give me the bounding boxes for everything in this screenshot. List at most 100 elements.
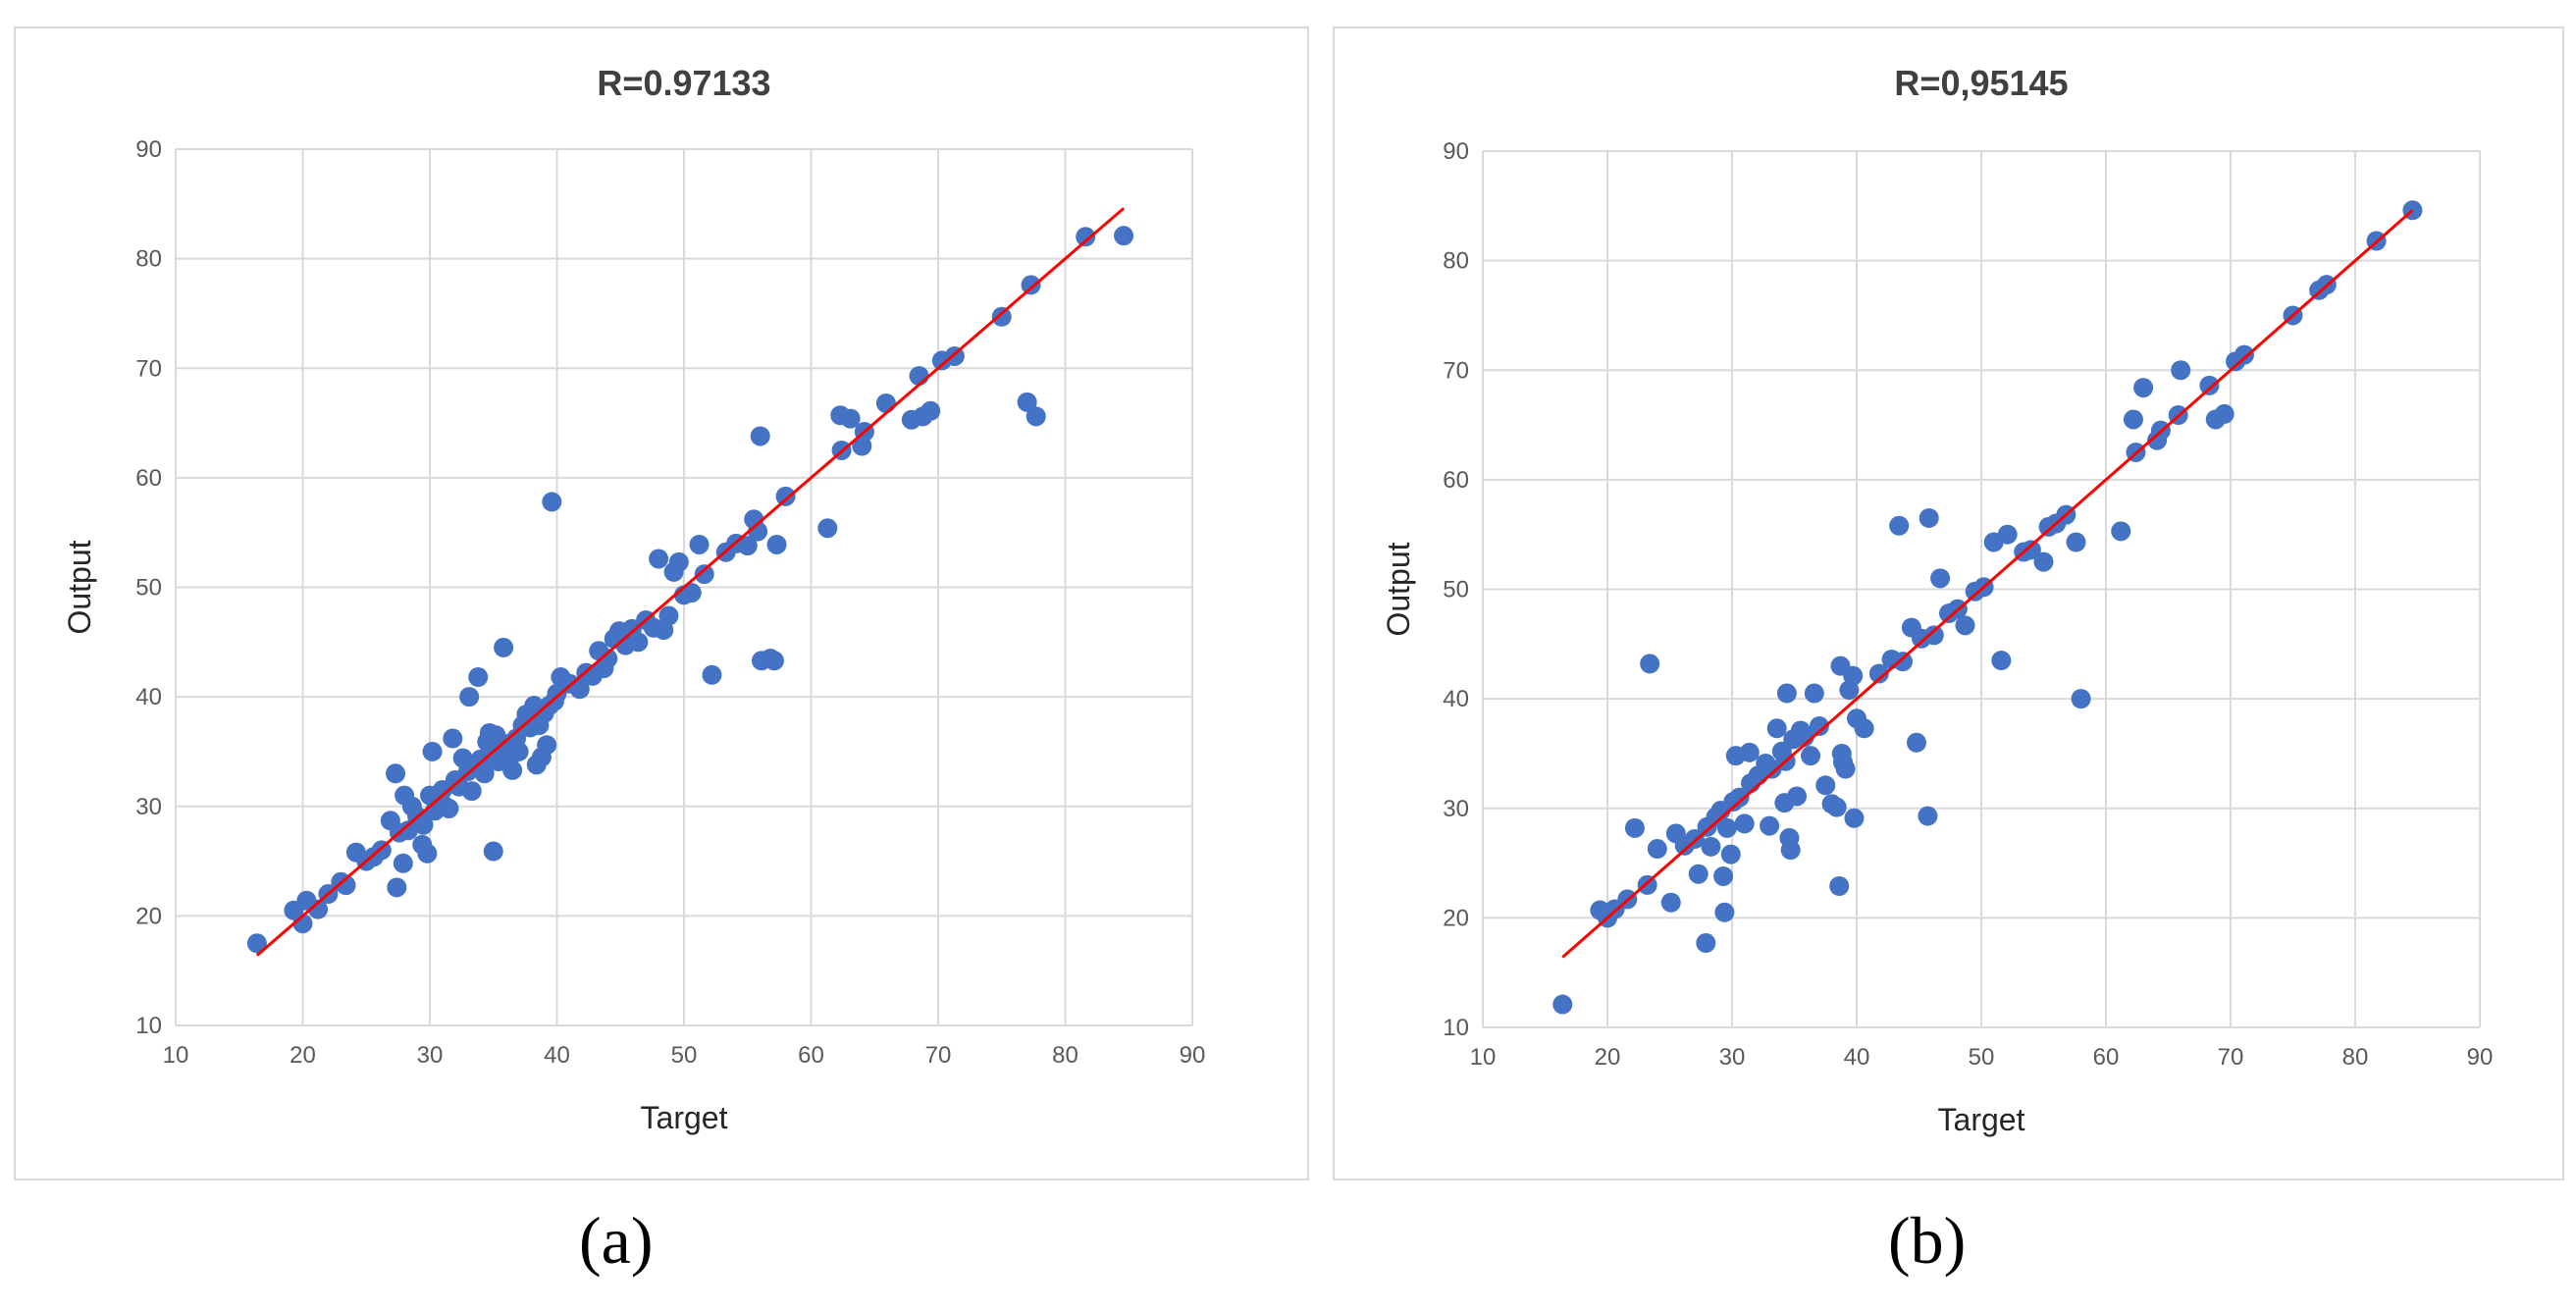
chart-a-frame: R=0.97133 10 20 30 40 50 60 70 80 90 10 20 30 40 50 60 7… (14, 26, 1309, 1180)
chart-a-ytick-80: 80 (135, 246, 162, 273)
chart-a-xtick-80: 80 (1052, 1042, 1078, 1069)
chart-a-ytick-90: 90 (135, 136, 162, 163)
chart-b-point-68 (1919, 507, 1939, 528)
chart-b-point-73 (1955, 615, 1975, 636)
chart-a-point-41 (474, 763, 495, 784)
chart-b-frame: R=0,95145 10 20 30 40 50 60 70 80 90 10 20 30 40 50 60 7… (1333, 26, 2564, 1180)
chart-a-point-98 (750, 426, 770, 446)
chart-b-point-20 (1714, 902, 1735, 922)
chart-a-point-37 (461, 781, 482, 802)
chart-b-point-95 (2199, 375, 2220, 395)
chart-a-ytick-60: 60 (135, 465, 162, 492)
chart-a-point-49 (494, 637, 514, 657)
chart-a-point-110 (875, 393, 896, 413)
chart-a-point-119 (1021, 275, 1041, 295)
chart-b-point-25 (1729, 787, 1750, 808)
chart-b-point-85 (2066, 532, 2086, 552)
chart-a-point-13 (386, 763, 406, 784)
chart-a-point-65 (542, 492, 562, 512)
chart-b-point-56 (1843, 665, 1864, 686)
chart-b-point-69 (1923, 625, 1944, 646)
chart-a-xtick-50: 50 (671, 1042, 698, 1069)
chart-b-point-46 (1809, 716, 1829, 737)
chart-b-point-27 (1739, 742, 1760, 762)
chart-a-point-107 (840, 408, 861, 429)
chart-a-point-122 (1114, 226, 1134, 246)
chart-a-point-52 (502, 760, 523, 780)
chart-b-point-59 (1854, 718, 1874, 739)
chart-b-ytick-40: 40 (1443, 686, 1469, 712)
chart-b-point-7 (1640, 654, 1660, 674)
chart-b-xtick-60: 60 (2093, 1044, 2120, 1071)
chart-a-point-92 (702, 664, 722, 685)
chart-b-point-19 (1713, 865, 1734, 886)
chart-a-ytick-30: 30 (135, 794, 162, 820)
chart-b-point-14 (1696, 933, 1716, 954)
chart-b-xtick-10: 10 (1470, 1044, 1497, 1071)
chart-a-point-54 (508, 741, 529, 761)
chart-b-point-67 (1918, 806, 1938, 826)
chart-a-point-95 (737, 536, 758, 556)
chart-b-xtick-70: 70 (2218, 1044, 2244, 1071)
chart-a-point-63 (537, 735, 557, 756)
chart-b-point-44 (1801, 746, 1821, 766)
chart-b-point-0 (1552, 994, 1573, 1015)
chart-a-point-4 (308, 899, 329, 919)
chart-b-point-60 (1868, 663, 1889, 684)
chart-b-fit-line (1561, 209, 2414, 959)
chart-a-xtick-20: 20 (289, 1042, 316, 1069)
chart-a-ytick-40: 40 (135, 684, 162, 710)
chart-b-ytick-20: 20 (1443, 905, 1469, 931)
chart-a-point-117 (991, 306, 1012, 327)
panel-label-a: (a) (579, 1203, 654, 1278)
chart-a-point-90 (689, 534, 710, 554)
chart-b-point-77 (1991, 651, 2012, 671)
chart-a-point-36 (459, 687, 480, 707)
chart-b-xtick-90: 90 (2467, 1044, 2494, 1071)
chart-a-point-7 (336, 875, 356, 896)
chart-b-ytick-70: 70 (1443, 357, 1469, 384)
chart-b-point-54 (1835, 759, 1856, 779)
chart-a-point-103 (775, 486, 796, 506)
chart-b-point-47 (1815, 775, 1836, 796)
chart-a-point-114 (920, 400, 941, 421)
chart-b-point-45 (1804, 683, 1824, 704)
chart-a-point-30 (439, 798, 459, 818)
panel-label-b: (b) (1888, 1203, 1967, 1278)
chart-b-point-5 (1624, 817, 1645, 838)
chart-b-xtick-30: 30 (1719, 1044, 1746, 1071)
chart-b-xtick-80: 80 (2342, 1044, 2369, 1071)
chart-b-point-13 (1688, 864, 1709, 884)
chart-a-xtick-60: 60 (798, 1042, 824, 1069)
chart-a-point-118 (1017, 392, 1037, 412)
chart-b-point-16 (1701, 836, 1721, 857)
chart-a-point-104 (817, 518, 838, 539)
chart-b-point-50 (1829, 876, 1850, 897)
chart-a-point-0 (246, 933, 267, 954)
chart-b-point-37 (1776, 683, 1797, 704)
chart-b-xtick-50: 50 (1969, 1044, 1995, 1071)
chart-b-point-62 (1889, 515, 1910, 536)
chart-a-point-23 (417, 843, 438, 864)
chart-a-xtick-40: 40 (544, 1042, 570, 1069)
chart-a-point-39 (468, 667, 489, 688)
chart-b-point-70 (1930, 568, 1951, 589)
chart-b-point-94 (2171, 360, 2191, 381)
chart-a-xtick-70: 70 (925, 1042, 952, 1069)
chart-a-xlabel: Target (641, 1100, 728, 1135)
chart-b-ytick-10: 10 (1443, 1015, 1469, 1041)
chart-a-point-80 (628, 632, 649, 653)
chart-b-point-87 (2111, 521, 2131, 542)
chart-a-point-101 (763, 651, 784, 671)
chart-b-point-65 (1906, 732, 1926, 753)
chart-a-ytick-10: 10 (135, 1013, 162, 1039)
chart-b-point-26 (1734, 813, 1755, 834)
chart-b-point-57 (1844, 808, 1865, 828)
chart-a-point-18 (397, 820, 418, 841)
chart-a-point-120 (1025, 406, 1046, 427)
chart-b-point-63 (1892, 652, 1913, 672)
chart-a-point-102 (766, 534, 787, 554)
chart-a-ylabel: Output (62, 540, 97, 634)
chart-a-point-89 (681, 583, 702, 603)
chart-b-point-21 (1716, 817, 1737, 838)
